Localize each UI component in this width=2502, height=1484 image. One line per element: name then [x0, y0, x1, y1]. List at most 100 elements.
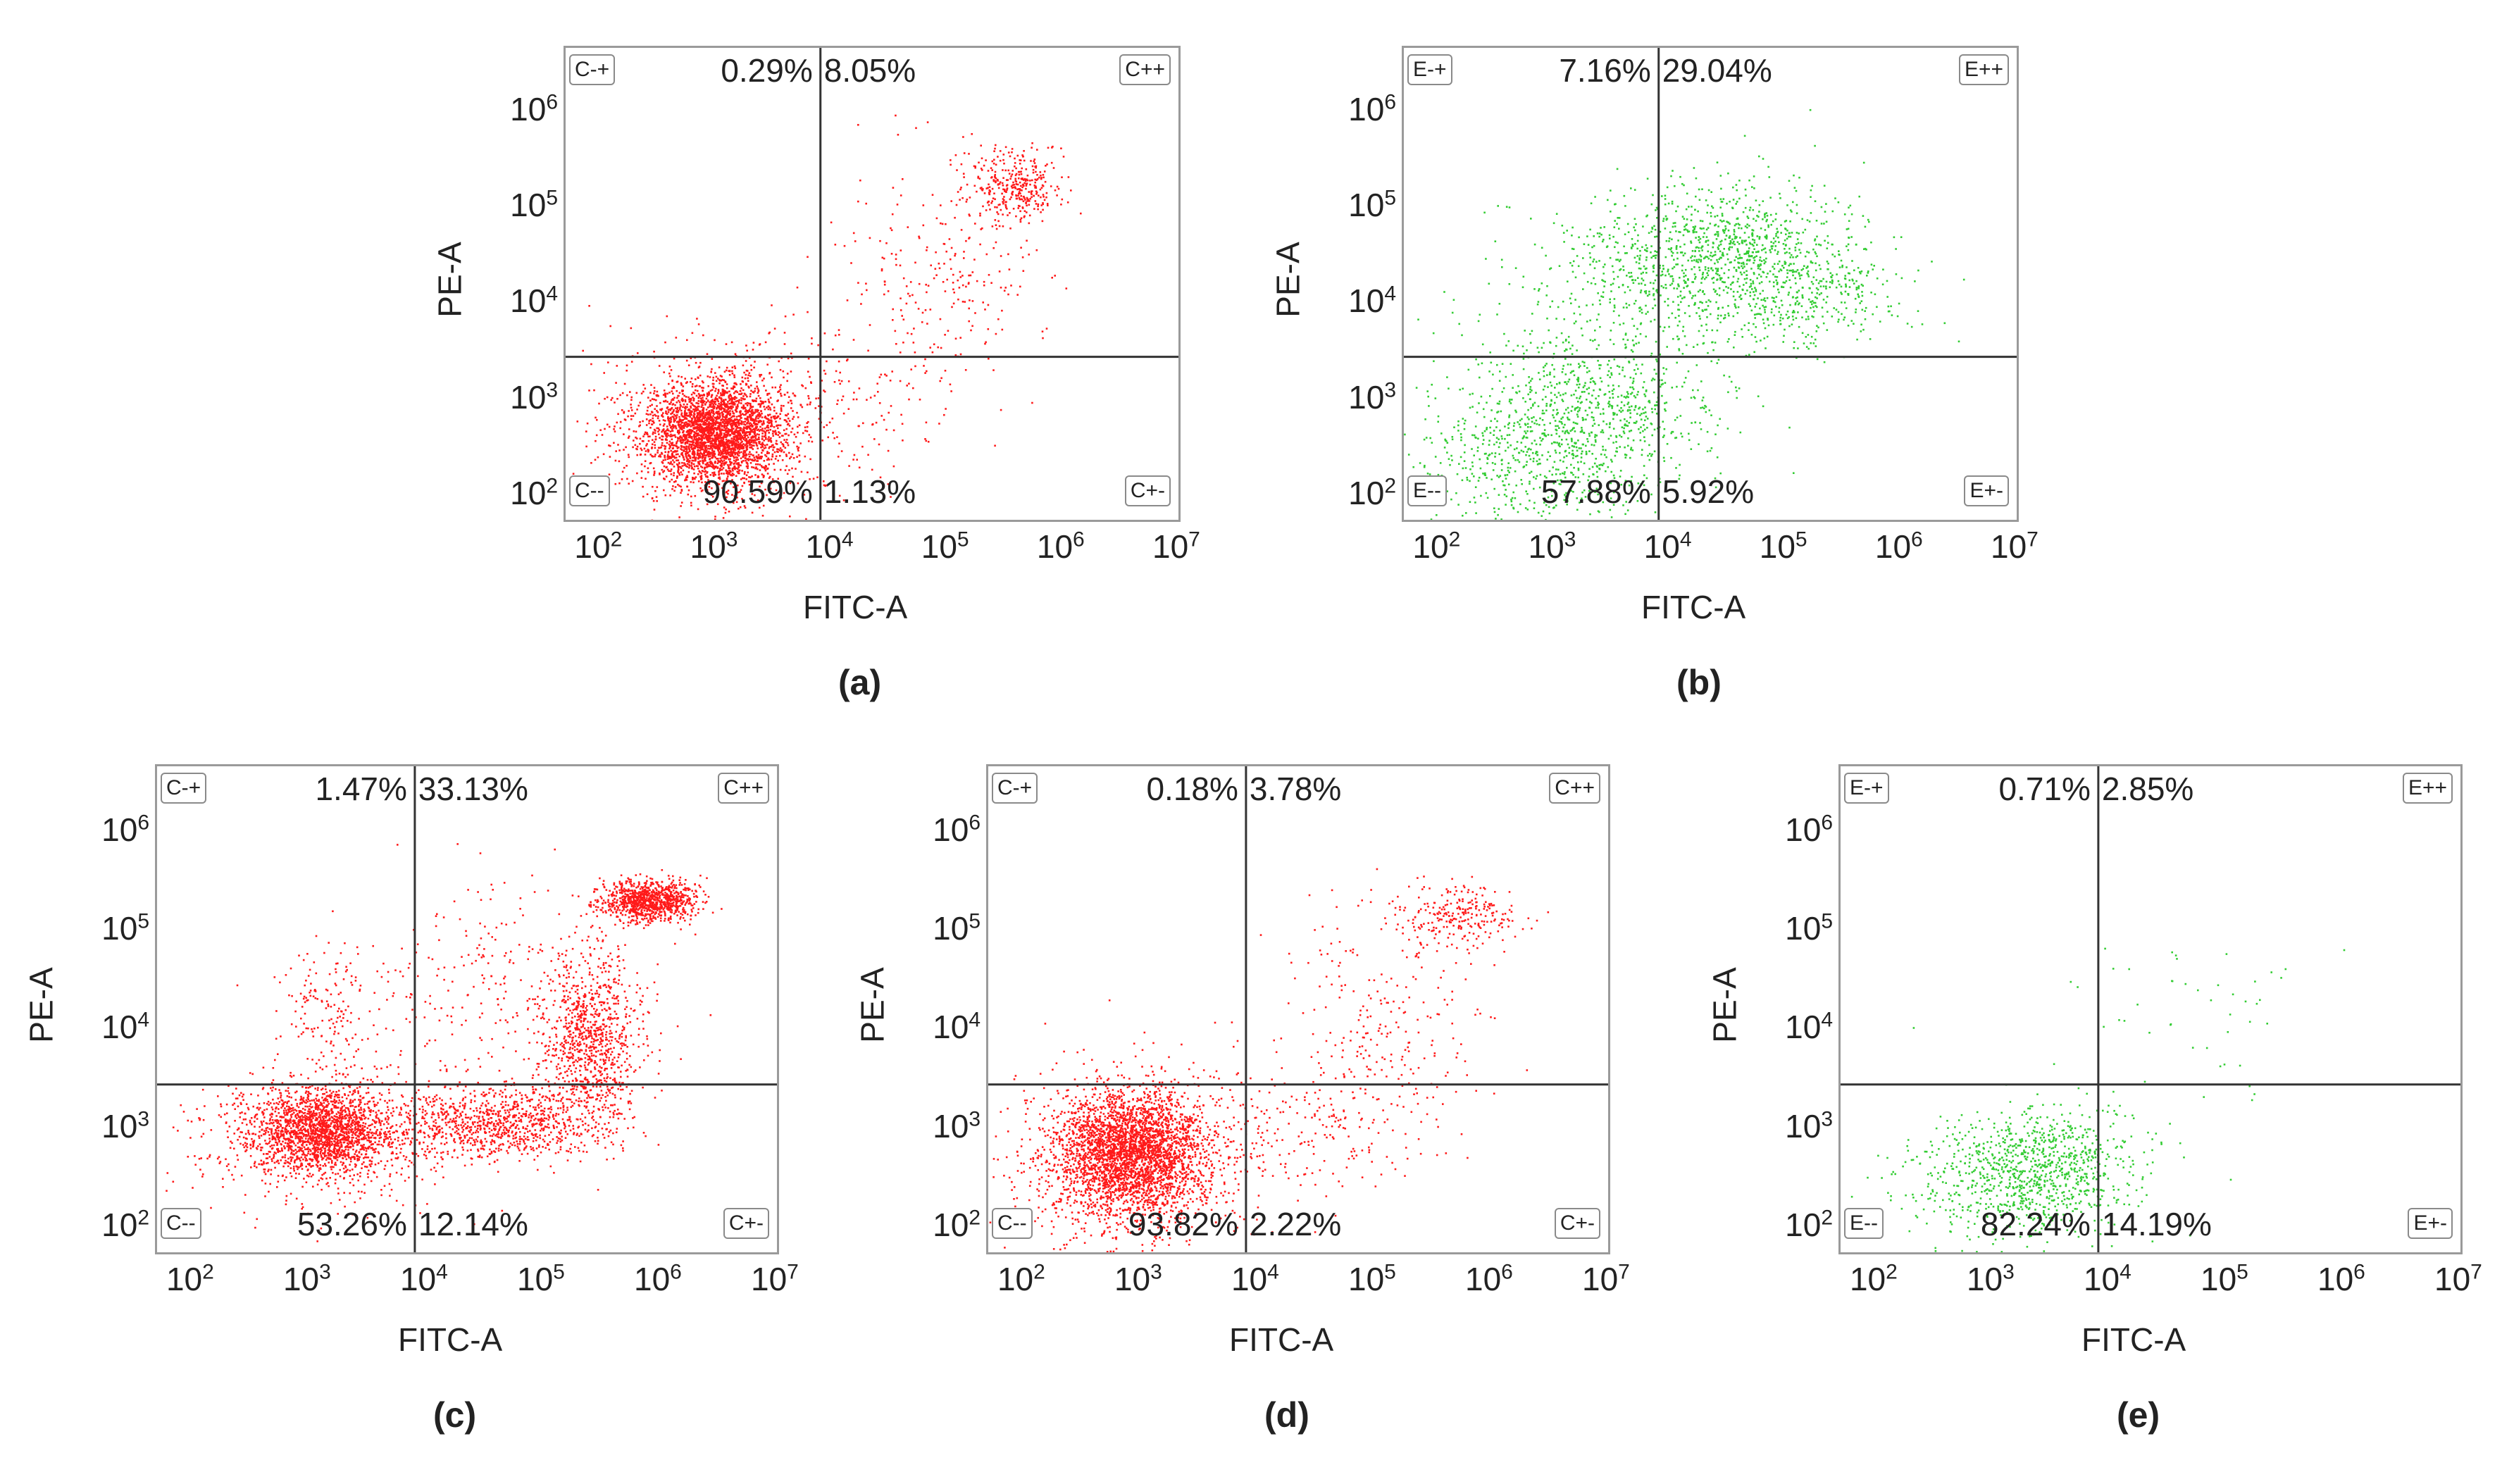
scatter-point: [770, 437, 772, 439]
scatter-point: [739, 506, 742, 509]
scatter-point: [757, 423, 759, 425]
scatter-point: [1561, 399, 1564, 401]
scatter-point: [737, 435, 739, 437]
scatter-point: [1567, 380, 1569, 383]
scatter-point: [762, 401, 765, 403]
scatter-point: [733, 466, 735, 469]
scatter-point: [1508, 400, 1511, 403]
scatter-point: [708, 435, 711, 437]
scatter-point: [637, 352, 639, 354]
quadrant-gate-label-ur[interactable]: C++: [1119, 54, 1171, 85]
scatter-point: [785, 432, 788, 435]
scatter-point: [711, 437, 714, 440]
scatter-point: [1610, 373, 1613, 376]
scatter-point: [721, 473, 723, 475]
scatter-point: [705, 449, 707, 452]
scatter-point: [714, 401, 716, 403]
scatter-point: [695, 428, 697, 430]
scatter-point: [1423, 438, 1426, 441]
scatter-point: [1060, 147, 1062, 149]
scatter-point: [755, 417, 757, 419]
scatter-point: [635, 430, 637, 433]
scatter-point: [778, 390, 780, 392]
scatter-point: [692, 397, 694, 399]
scatter-point: [690, 444, 692, 446]
scatter-point: [754, 442, 757, 444]
scatter-point: [1020, 217, 1023, 220]
scatter-point: [721, 439, 723, 442]
quadrant-gate-label-ul[interactable]: C-+: [569, 54, 616, 85]
scatter-point: [1557, 425, 1559, 428]
scatter-point: [987, 187, 989, 189]
scatter-point: [1549, 422, 1551, 425]
scatter-point: [626, 394, 628, 397]
scatter-point: [1559, 445, 1561, 448]
scatter-point: [707, 385, 709, 387]
scatter-point: [702, 397, 704, 399]
scatter-point: [1571, 444, 1574, 447]
scatter-point: [596, 418, 598, 421]
scatter-point: [711, 472, 714, 474]
scatter-point: [651, 404, 653, 406]
scatter-point: [785, 455, 788, 457]
scatter-point: [1644, 395, 1647, 397]
scatter-point: [715, 387, 717, 390]
scatter-point: [741, 380, 744, 382]
quadrant-gate-label-lr[interactable]: C+-: [1124, 475, 1171, 506]
scatter-point: [724, 381, 727, 383]
scatter-point: [728, 448, 730, 451]
scatter-point: [994, 206, 996, 208]
scatter-point: [687, 470, 690, 473]
scatter-point: [850, 262, 852, 264]
scatter-point: [756, 409, 759, 411]
scatter-point: [738, 393, 740, 395]
scatter-point: [697, 432, 699, 435]
scatter-point: [630, 418, 633, 420]
scatter-point: [735, 431, 737, 433]
scatter-point: [1541, 439, 1543, 442]
scatter-point: [771, 423, 773, 425]
scatter-point: [1736, 389, 1738, 392]
scatter-point: [984, 342, 986, 345]
scatter-point: [750, 410, 753, 412]
scatter-point: [735, 408, 737, 411]
scatter-point: [709, 461, 711, 463]
scatter-point: [618, 449, 621, 451]
scatter-point: [731, 420, 734, 423]
scatter-point: [1550, 490, 1553, 492]
scatter-point: [1633, 358, 1635, 361]
scatter-point: [786, 373, 789, 375]
scatter-point: [678, 461, 680, 464]
quadrant-gate-label-ll[interactable]: C--: [569, 475, 610, 506]
scatter-point: [649, 454, 652, 456]
scatter-point: [627, 454, 630, 456]
scatter-point: [724, 447, 727, 449]
scatter-point: [714, 516, 716, 518]
scatter-point: [683, 462, 685, 464]
scatter-point: [701, 481, 703, 484]
scatter-point: [694, 426, 697, 429]
scatter-point: [740, 410, 742, 413]
scatter-point: [912, 387, 914, 389]
scatter-point: [957, 191, 959, 193]
scatter-point: [758, 344, 761, 346]
scatter-point: [742, 364, 745, 367]
scatter-point: [725, 451, 728, 454]
scatter-point: [711, 427, 714, 430]
scatter-point: [1019, 181, 1021, 184]
scatter-point: [764, 432, 767, 434]
scatter-point: [999, 204, 1001, 206]
scatter-point: [737, 450, 740, 453]
scatter-point: [1612, 384, 1614, 387]
scatter-point: [691, 452, 694, 454]
scatter-point: [761, 495, 764, 498]
scatter-point: [736, 452, 738, 454]
scatter-point: [695, 409, 697, 412]
scatter-point: [1605, 423, 1608, 425]
scatter-point: [969, 299, 971, 301]
scatter-point: [1555, 344, 1557, 347]
scatter-point: [737, 430, 740, 432]
scatter-point: [883, 280, 886, 282]
scatter-point: [700, 475, 703, 477]
scatter-point: [700, 490, 703, 492]
